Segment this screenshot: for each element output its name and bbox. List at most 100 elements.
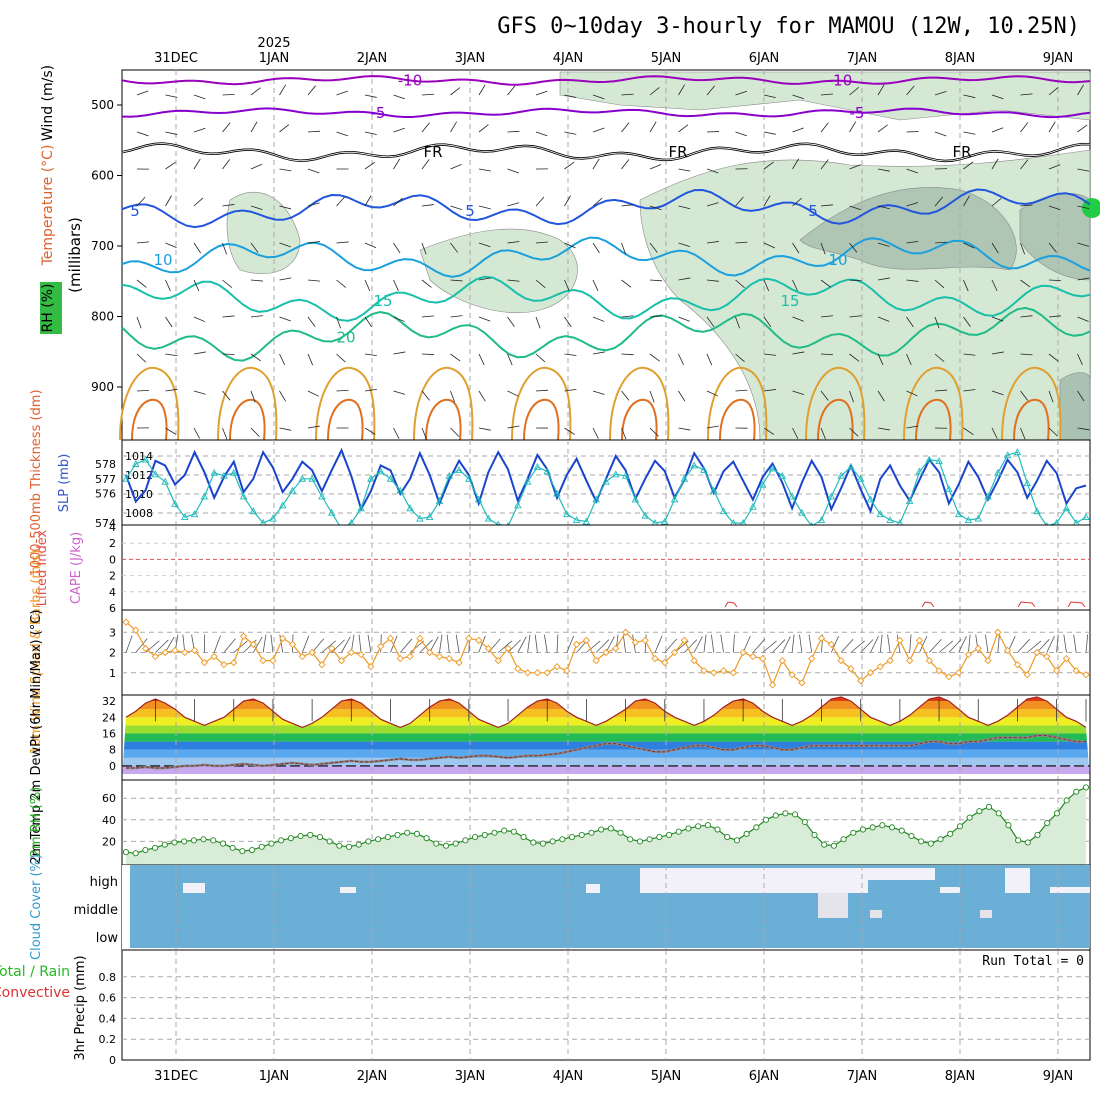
rh-point (927, 840, 934, 847)
wind-barb (649, 205, 662, 211)
rh-tick-label: 40 (102, 814, 116, 827)
wind-barb (279, 353, 286, 365)
lifted-index-tick-label: 4 (109, 521, 116, 534)
wind-barb (1020, 353, 1033, 356)
wind-barb (393, 316, 405, 322)
instability-panel (121, 524, 1091, 611)
wind-barb-10m (1063, 634, 1067, 653)
wind-barb (934, 131, 947, 137)
thickness-point (837, 471, 845, 479)
temp-band (122, 741, 1090, 750)
rh-line (125, 786, 1087, 854)
wind-barb-10m (850, 640, 865, 653)
wind-tick-label: 2 (109, 647, 116, 660)
wind-barb-10m (446, 634, 450, 653)
wind-barb (250, 279, 263, 282)
isotherm-label: FR (668, 143, 687, 161)
wind-barb (393, 242, 401, 254)
wind-barb (136, 131, 149, 137)
wind-barb (792, 94, 805, 100)
thickness-point (670, 495, 679, 503)
wind-barb (621, 242, 627, 255)
hot-contour (523, 398, 560, 441)
wind-barb-10m (622, 634, 626, 653)
rh-point (258, 843, 265, 850)
rh-point (161, 841, 168, 848)
wind-barb (849, 205, 862, 211)
wind-barb (279, 242, 291, 248)
thickness-point (856, 474, 865, 482)
wind-barb (934, 389, 947, 392)
rh-point (297, 832, 304, 840)
pressure-tick-label: 500 (91, 98, 114, 112)
wind-barb (421, 427, 427, 440)
wind-speed-point (269, 656, 277, 665)
wind-speed-point (122, 618, 130, 626)
thickness-point (1082, 513, 1090, 521)
wind-barb (763, 279, 770, 292)
wind-barb (963, 316, 971, 327)
wind-barb (592, 94, 605, 100)
wind-barb (621, 315, 634, 318)
thickness-point (455, 465, 463, 473)
wind-barb (193, 242, 201, 254)
wind-barb-10m (270, 634, 274, 653)
wind-speed-point (455, 658, 463, 667)
pressure-tick-label: 600 (91, 169, 114, 183)
wind-barb (165, 316, 173, 328)
thickness-point (680, 474, 689, 482)
wind-barb (678, 427, 691, 431)
wind-barb (535, 389, 548, 392)
wind-barb (507, 353, 513, 366)
thickness-point (465, 474, 473, 482)
wind-barb (222, 242, 227, 255)
wind-barb (1077, 277, 1090, 281)
rh-point (762, 816, 770, 823)
wind-barb (991, 316, 1004, 322)
thickness-point (327, 508, 336, 516)
temp-tick-label: 8 (109, 744, 116, 757)
thickness-point (553, 489, 561, 497)
wind-speed-point (700, 667, 708, 675)
temp-tick-label: 24 (102, 711, 116, 724)
wind-barb-10m (566, 635, 575, 653)
ylabel-wind: Wind (m/s) (40, 65, 56, 141)
wind-barb (820, 93, 833, 96)
hot-contour (425, 398, 462, 441)
wind-barb (507, 130, 520, 133)
rh-point (1024, 839, 1031, 846)
wind-barb (222, 390, 231, 401)
wind-barb (1077, 205, 1090, 210)
rh-point (355, 841, 362, 848)
rh-point (617, 829, 624, 836)
wind-barb (250, 205, 263, 210)
wind-barb-10m (732, 634, 735, 653)
rh-point (753, 824, 760, 831)
wind-barb (877, 316, 890, 322)
date-label-bottom: 3JAN (455, 1069, 486, 1084)
date-label-bottom: 2JAN (357, 1069, 388, 1084)
date-label-top: 4JAN (553, 51, 584, 66)
thickness-point (592, 495, 600, 503)
wind-barb (364, 353, 377, 356)
wind-barb (991, 94, 1004, 100)
thickness-point (367, 474, 375, 482)
wind-barb (393, 94, 405, 100)
wind-speed-point (719, 667, 728, 675)
wind-barb (478, 316, 491, 322)
wind-speed-point (592, 656, 600, 665)
wind-barb-10m (870, 636, 879, 653)
rh-point (1034, 831, 1041, 838)
wind-barb-10m (478, 635, 486, 653)
thickness-point (435, 496, 444, 504)
wind-barb (250, 427, 260, 437)
date-label-top: 2JAN (357, 51, 388, 66)
wind-barb (706, 353, 713, 366)
wind-speed-point (955, 669, 963, 677)
wind-barb (136, 353, 147, 363)
thickness-point (690, 461, 698, 469)
wind-barb (250, 242, 259, 253)
rh-point (559, 836, 566, 843)
wind-barb-10m (1046, 636, 1055, 653)
wind-speed-point (1013, 661, 1022, 669)
